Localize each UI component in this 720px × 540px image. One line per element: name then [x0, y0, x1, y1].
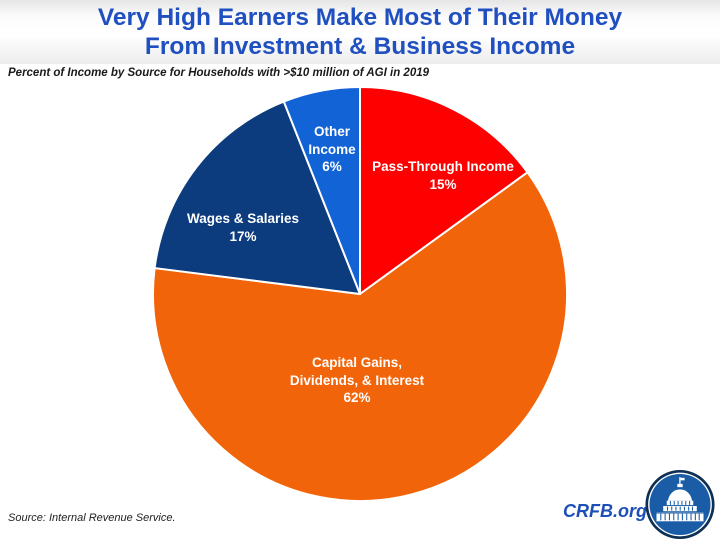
slice-label-line: Wages & Salaries [186, 211, 300, 226]
slice-label-pass-through-income: Pass-Through Income 15% [372, 158, 514, 193]
chart-subtitle: Percent of Income by Source for Househol… [8, 67, 430, 79]
pie-slice-pass-through-income [359, 86, 529, 295]
pie-slice-other-income [282, 86, 361, 295]
slice-label-capital-gains: Capital Gains, Dividends, & Interest 62% [290, 354, 424, 407]
slice-label-line: Capital Gains, [311, 355, 403, 370]
slice-label-line: Income [308, 141, 356, 157]
slice-value: 17% [229, 228, 257, 244]
pie-slice-capital-gains-dividends-interest [152, 171, 568, 502]
slice-label-line: Other [313, 124, 351, 139]
source-note: Source: Internal Revenue Service. [8, 512, 176, 524]
slice-value: 62% [343, 390, 371, 405]
slice-label-other-income: Other Income 6% [308, 123, 355, 176]
slice-label-wages-salaries: Wages & Salaries 17% [187, 210, 299, 245]
chart-header: Very High Earners Make Most of Their Mon… [0, 0, 720, 64]
slice-value: 15% [429, 176, 457, 192]
chart-title-line1: Very High Earners Make Most of Their Mon… [97, 4, 623, 31]
chart-title-line2: From Investment & Business Income [144, 33, 576, 60]
pie-slice-wages-salaries [153, 100, 361, 295]
slice-label-line: Dividends, & Interest [289, 372, 425, 388]
slice-label-line: Pass-Through Income [372, 159, 514, 174]
crfb-logo-icon [645, 469, 715, 540]
slice-value: 6% [322, 159, 342, 174]
brand-text: CRFB.org [563, 501, 647, 521]
